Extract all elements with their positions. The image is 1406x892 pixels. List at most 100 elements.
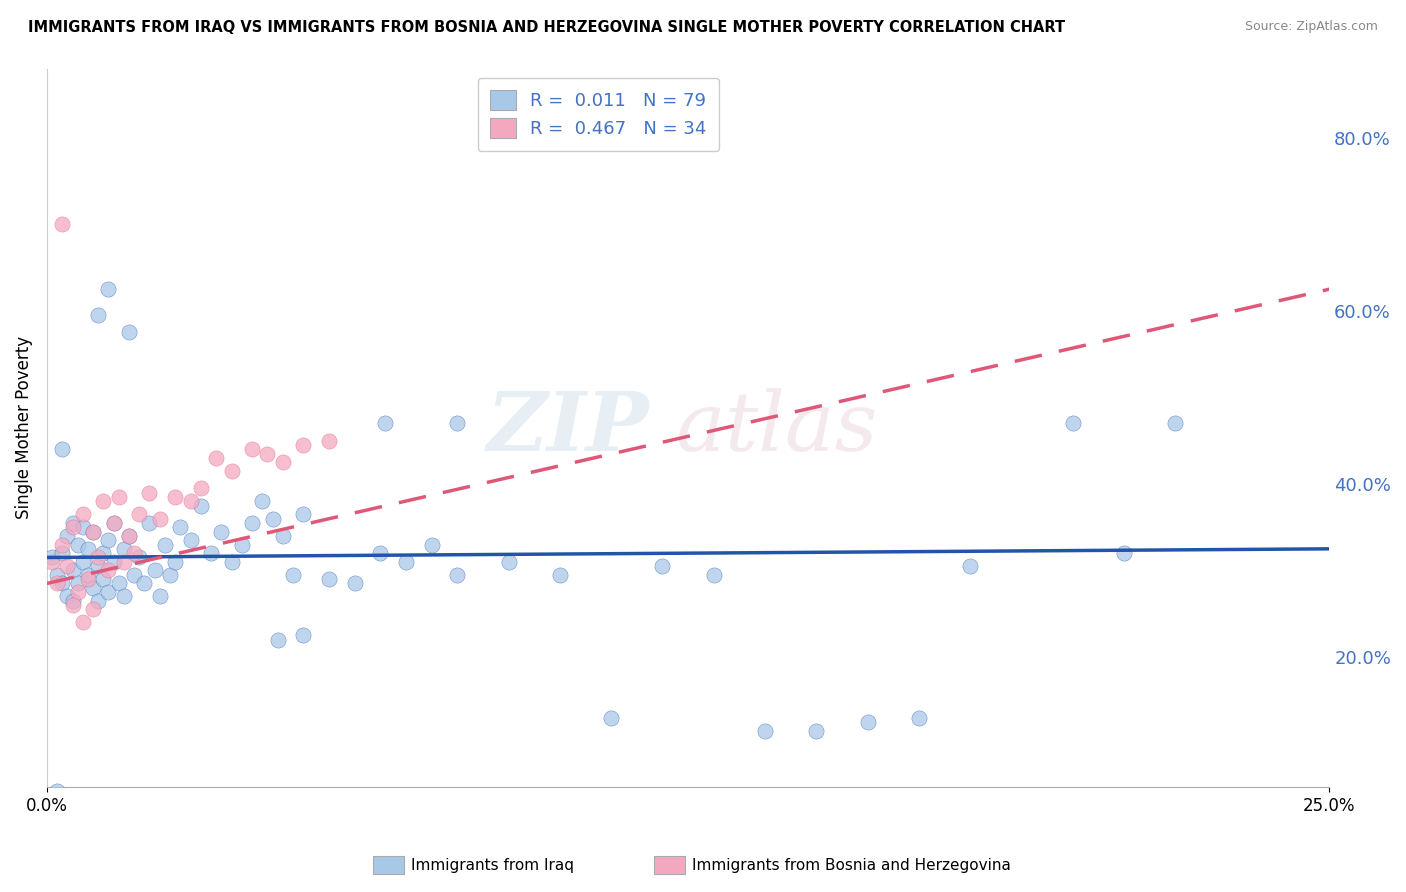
Point [292,438,315,452]
Point [62,594,84,608]
Point [77,572,100,586]
Point [107,490,129,504]
Point [221,464,243,478]
Point [240,516,263,530]
Point [62,598,84,612]
Point [62,520,84,534]
Point [159,567,181,582]
Point [1062,417,1084,431]
Point [281,567,304,582]
Point [107,576,129,591]
Point [271,529,294,543]
Text: Immigrants from Iraq: Immigrants from Iraq [411,858,574,872]
Point [97,533,120,548]
Point [548,567,571,582]
Point [190,499,212,513]
Point [46,567,69,582]
Point [118,529,141,543]
Text: ZIP: ZIP [486,388,650,467]
Point [153,537,176,551]
Point [56,559,79,574]
Point [91,494,114,508]
Point [72,615,94,630]
Point [420,537,443,551]
Point [959,559,981,574]
Point [56,529,79,543]
Point [72,555,94,569]
Point [262,511,284,525]
Point [292,628,315,642]
Point [51,576,73,591]
Point [62,516,84,530]
Point [651,559,673,574]
Point [221,555,243,569]
Point [77,541,100,556]
Point [82,524,104,539]
Point [446,567,468,582]
Point [128,507,150,521]
Point [112,541,135,556]
Point [143,564,166,578]
Point [46,576,69,591]
Point [1112,546,1135,560]
Point [66,576,89,591]
Point [87,559,110,574]
Legend: R =  0.011   N = 79, R =  0.467   N = 34: R = 0.011 N = 79, R = 0.467 N = 34 [478,78,718,151]
Point [87,550,110,565]
Point [368,546,391,560]
Point [97,282,120,296]
Point [51,442,73,457]
Point [112,590,135,604]
Point [72,507,94,521]
Point [180,533,202,548]
Point [46,784,69,798]
Point [66,585,89,599]
Point [806,723,828,738]
Point [169,520,191,534]
Point [118,326,141,340]
Point [82,581,104,595]
Point [256,447,278,461]
Point [318,572,340,586]
Point [343,576,366,591]
Point [62,564,84,578]
Point [856,714,879,729]
Point [395,555,418,569]
Point [165,555,187,569]
Text: atlas: atlas [675,388,877,467]
Point [180,494,202,508]
Point [240,442,263,457]
Point [103,516,125,530]
Point [51,546,73,560]
Point [103,516,125,530]
Point [754,723,776,738]
Point [82,602,104,616]
Point [374,417,396,431]
Point [128,550,150,565]
Point [118,529,141,543]
Point [77,567,100,582]
Point [72,520,94,534]
Point [600,710,623,724]
Text: Source: ZipAtlas.com: Source: ZipAtlas.com [1244,20,1378,33]
Point [209,524,232,539]
Point [908,710,931,724]
Point [292,507,315,521]
Point [138,485,160,500]
Point [87,308,110,322]
Point [267,632,290,647]
Text: Immigrants from Bosnia and Herzegovina: Immigrants from Bosnia and Herzegovina [692,858,1011,872]
Point [446,417,468,431]
Point [498,555,520,569]
Point [56,590,79,604]
Point [703,567,725,582]
Point [122,546,145,560]
Point [66,537,89,551]
Text: IMMIGRANTS FROM IRAQ VS IMMIGRANTS FROM BOSNIA AND HERZEGOVINA SINGLE MOTHER POV: IMMIGRANTS FROM IRAQ VS IMMIGRANTS FROM … [28,20,1066,35]
Point [103,555,125,569]
Point [41,555,63,569]
Point [87,594,110,608]
Point [200,546,222,560]
Point [205,450,228,465]
Y-axis label: Single Mother Poverty: Single Mother Poverty [15,336,32,519]
